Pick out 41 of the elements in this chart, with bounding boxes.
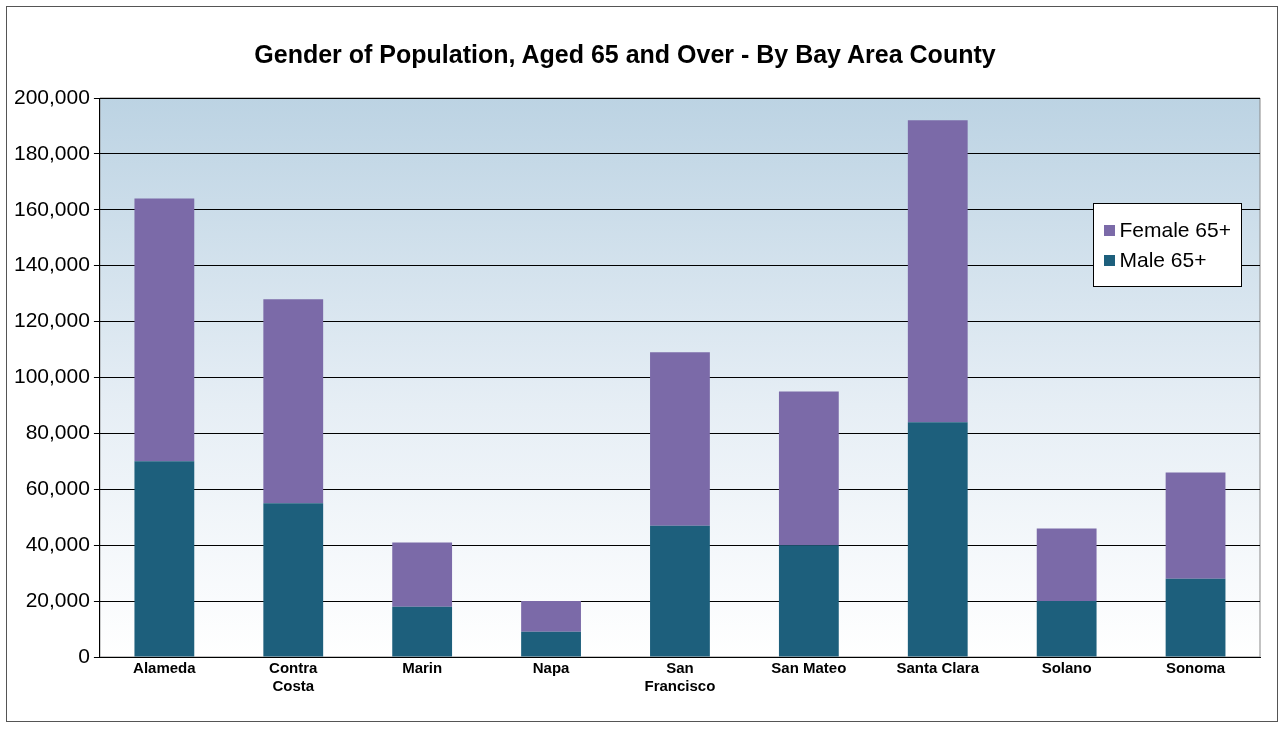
bar [907,120,968,423]
y-tick-label: 180,000 [13,140,90,164]
chart-title: Gender of Population, Aged 65 and Over - By Bay Area County [253,40,997,69]
legend-label: Male 65+ [1118,248,1208,272]
y-tick-label: 20,000 [25,587,90,611]
bar [1036,601,1097,657]
y-tick-label: 200,000 [13,84,90,108]
bar [263,299,324,504]
x-tick-label: Santa Clara [896,659,980,677]
y-tick-label: 100,000 [13,364,90,388]
bar [392,606,453,657]
bar [521,601,581,632]
y-tick-label: 0 [78,643,90,667]
x-tick-label: Solano [1041,659,1092,677]
bar [778,391,839,546]
bar [134,198,195,462]
x-tick-label: Contra Costa [269,659,319,695]
y-tick-label: 120,000 [13,308,90,332]
y-tick-label: 80,000 [25,420,90,444]
bar [1036,528,1097,602]
bar [392,542,453,607]
bar [907,422,968,657]
bar [778,545,839,657]
y-tick-label: 40,000 [25,532,90,555]
legend-label: Female 65+ [1118,218,1231,242]
y-tick-label: 140,000 [13,252,90,276]
x-tick-label: Sonoma [1165,659,1226,677]
x-tick-label: Alameda [133,659,197,677]
x-tick-label: San Francisco [644,659,716,695]
x-tick-label: San Mateo [771,659,847,677]
bar [263,503,324,657]
y-tick-label: 160,000 [13,196,90,220]
bar [1165,472,1226,579]
bar [521,631,581,657]
x-tick-label: Marin [402,659,443,677]
bar [650,352,710,526]
bar [1165,578,1226,657]
bar [134,461,195,657]
x-tick-label: Napa [532,659,571,677]
bar [650,525,710,657]
y-tick-label: 60,000 [25,476,90,500]
